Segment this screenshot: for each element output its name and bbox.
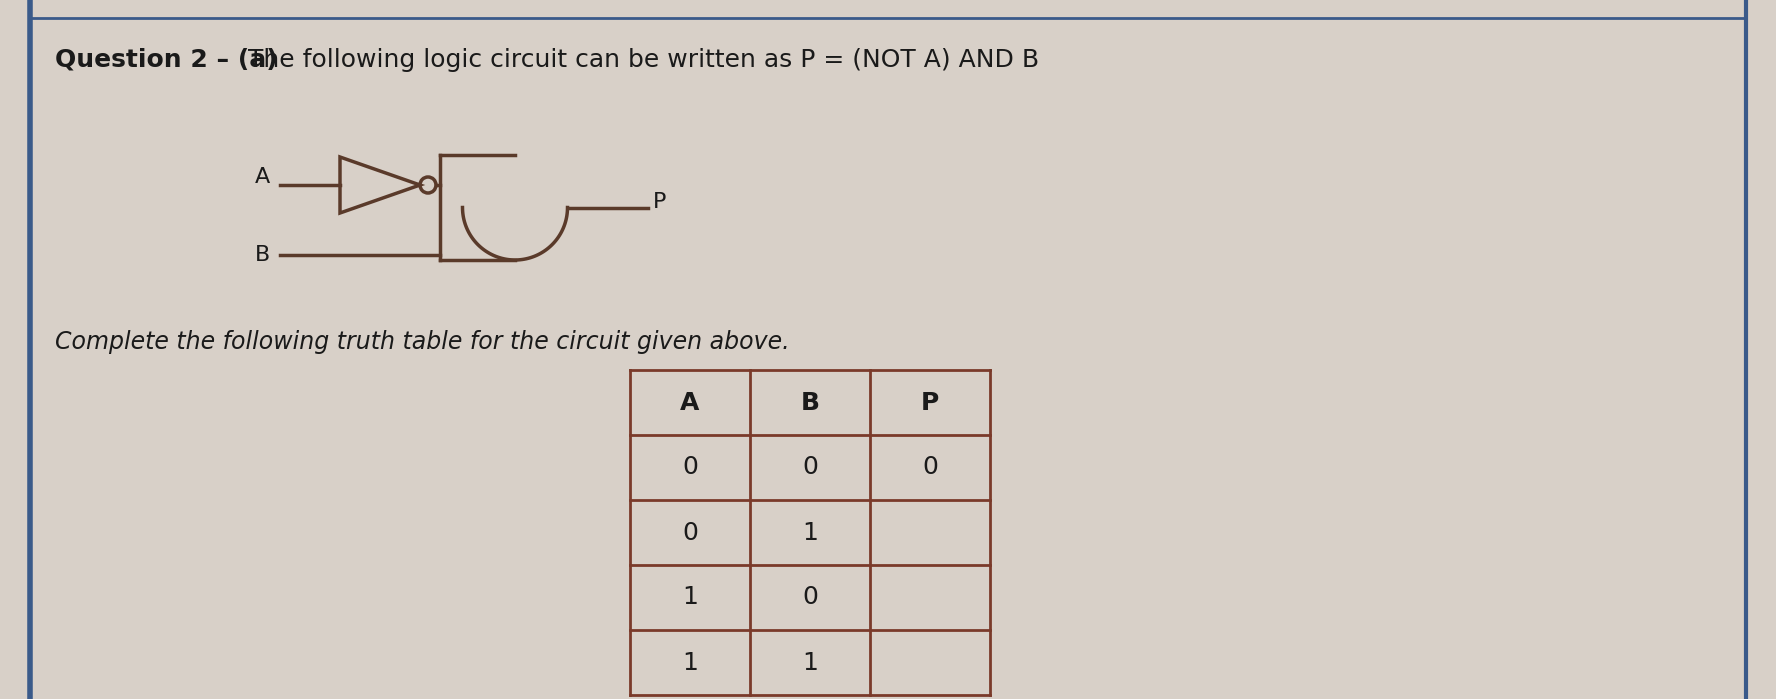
Text: A: A: [680, 391, 700, 415]
Text: A: A: [256, 167, 270, 187]
Text: B: B: [256, 245, 270, 265]
Text: 1: 1: [803, 651, 819, 675]
Text: B: B: [801, 391, 819, 415]
Text: 0: 0: [682, 521, 698, 545]
Text: The following logic circuit can be written as P = (NOT A) AND B: The following logic circuit can be writt…: [240, 48, 1039, 72]
Text: 1: 1: [682, 651, 698, 675]
Text: Question 2 – (a): Question 2 – (a): [55, 48, 277, 72]
Text: P: P: [652, 192, 666, 212]
Text: 0: 0: [922, 456, 938, 480]
Text: 0: 0: [803, 586, 819, 610]
Text: 0: 0: [682, 456, 698, 480]
Text: Complete the following truth table for the circuit given above.: Complete the following truth table for t…: [55, 330, 790, 354]
Text: 0: 0: [803, 456, 819, 480]
Text: 1: 1: [803, 521, 819, 545]
Text: 1: 1: [682, 586, 698, 610]
Text: P: P: [922, 391, 940, 415]
